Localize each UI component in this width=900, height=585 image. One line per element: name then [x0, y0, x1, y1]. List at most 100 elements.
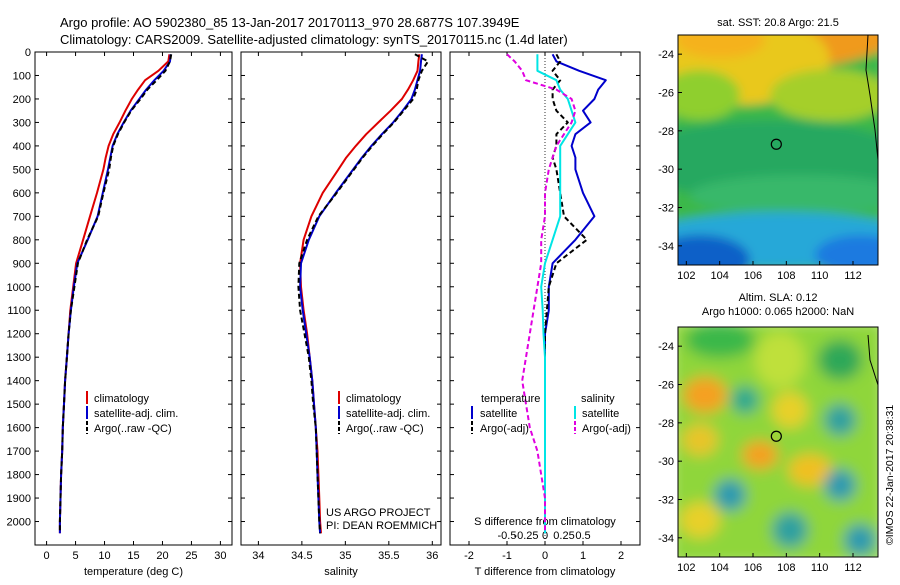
map-y-tick-label: -30: [658, 164, 674, 176]
map-y-tick-label: -34: [658, 241, 674, 253]
map-x-tick-label: 106: [744, 270, 762, 282]
series-line-argo-adj-: [544, 53, 588, 534]
y-tick-label: 1400: [7, 376, 31, 388]
x-tick-label: 25: [185, 550, 197, 562]
imos-stamp: ©IMOS 22-Jan-2017 20:38:31: [884, 405, 896, 545]
y-tick-label: 2000: [7, 517, 31, 529]
sst-map-title: sat. SST: 20.8 Argo: 21.5: [717, 17, 839, 29]
sla-map-title2: Argo h1000: 0.065 h2000: NaN: [702, 306, 854, 318]
x-tick-label: 36: [426, 550, 438, 562]
map-x-tick-label: 112: [844, 270, 862, 282]
legend-label-t-satellite: satellite: [480, 408, 517, 420]
y-tick-label: 0: [25, 47, 31, 59]
y-tick-label: 600: [13, 188, 31, 200]
y-tick-label: 1700: [7, 446, 31, 458]
top-tick-label: -0.5: [498, 530, 517, 542]
salinity-panel: 34 34.5 35 35.5 36 salinity: [240, 51, 442, 578]
top-tick-label: -0.25: [513, 530, 538, 542]
x-tick-label: 15: [127, 550, 139, 562]
map-x-tick-label: 106: [744, 562, 762, 574]
map-y-tick-label: -24: [658, 49, 674, 61]
x-tick-label: 10: [98, 550, 110, 562]
map-x-tick-label: 108: [777, 270, 795, 282]
y-tick-label: 1800: [7, 470, 31, 482]
temperature-panel: 0100200300400500600700800900100011001200…: [7, 47, 233, 578]
x-tick-label: 30: [214, 550, 226, 562]
x-tick-label: 20: [156, 550, 168, 562]
sla-map: [678, 327, 878, 557]
y-tick-label: 1900: [7, 493, 31, 505]
map-y-tick-label: -26: [658, 88, 674, 100]
map-x-tick-label: 104: [710, 562, 728, 574]
map-x-tick-label: 102: [677, 562, 695, 574]
y-tick-label: 1200: [7, 329, 31, 341]
plot-frame: [34, 51, 233, 546]
y-tick-label: 1600: [7, 423, 31, 435]
y-tick-label: 1000: [7, 282, 31, 294]
x-axis-label: T difference from climatology: [475, 566, 616, 578]
y-tick-label: 200: [13, 94, 31, 106]
y-tick-label: 100: [13, 70, 31, 82]
x-tick-label: 34: [252, 550, 264, 562]
legend-label-s-satellite: satellite: [582, 408, 619, 420]
y-tick-label: 800: [13, 235, 31, 247]
sla-map-axes: 102 104 106 108 110 112 -24 -26 -28 -30 -32 -34: [658, 341, 862, 574]
y-tick-label: 500: [13, 164, 31, 176]
y-tick-label: 400: [13, 141, 31, 153]
y-tick-label: 1300: [7, 352, 31, 364]
legend-label-climatology: climatology: [94, 393, 150, 405]
legend-label-satellite: satellite-adj. clim.: [94, 408, 178, 420]
series-line-argo-raw-qc-: [297, 53, 429, 534]
credit-project: US ARGO PROJECT: [326, 507, 431, 519]
argo-position-marker: [770, 430, 782, 442]
plot-frame: [240, 51, 442, 546]
legend-label-s-argo: Argo(-adj): [582, 423, 631, 435]
map-y-tick-label: -26: [658, 380, 674, 392]
map-x-tick-label: 112: [844, 562, 862, 574]
map-x-tick-label: 110: [811, 270, 829, 282]
x-tick-label: 35.5: [378, 550, 399, 562]
x-tick-label: 0: [542, 550, 548, 562]
top-tick-label: 0.25: [553, 530, 574, 542]
x-tick-label: 5: [72, 550, 78, 562]
top-tick-label: 0.5: [575, 530, 590, 542]
top-tick-label: 0: [542, 530, 548, 542]
y-tick-label: 300: [13, 117, 31, 129]
map-x-tick-label: 104: [710, 270, 728, 282]
difference-legend: temperature salinity satellite Argo(-adj…: [471, 393, 631, 435]
map-y-tick-label: -32: [658, 495, 674, 507]
map-y-tick-label: -34: [658, 533, 674, 545]
legend-label-satellite: satellite-adj. clim.: [346, 408, 430, 420]
figure-title-line2: Climatology: CARS2009. Satellite-adjuste…: [60, 32, 568, 47]
series-line-argo-raw-qc-: [58, 54, 173, 534]
y-tick-label: 1100: [7, 305, 31, 317]
map-y-tick-label: -30: [658, 456, 674, 468]
x-tick-label: -2: [464, 550, 474, 562]
map-y-tick-label: -32: [658, 203, 674, 215]
x-tick-label: 34.5: [291, 550, 312, 562]
x-axis-label: temperature (deg C): [84, 566, 183, 578]
map-y-tick-label: -24: [658, 341, 674, 353]
x-tick-label: 35: [339, 550, 351, 562]
map-y-tick-label: -28: [658, 418, 674, 430]
x-tick-label: 2: [618, 550, 624, 562]
legend-label-t-argo: Argo(-adj): [480, 423, 529, 435]
x-tick-label: 1: [580, 550, 586, 562]
x-axis-label: salinity: [324, 566, 358, 578]
series-line-argo-adj-: [506, 53, 577, 534]
salinity-legend: climatology satellite-adj. clim. Argo(..…: [326, 391, 437, 532]
y-tick-label: 900: [13, 258, 31, 270]
sst-map: [678, 35, 878, 265]
legend-heading-temperature: temperature: [481, 393, 540, 405]
map-x-tick-label: 108: [777, 562, 795, 574]
figure-title-line1: Argo profile: AO 5902380_85 13-Jan-2017 …: [60, 15, 520, 30]
map-y-tick-label: -28: [658, 126, 674, 138]
map-x-tick-label: 102: [677, 270, 695, 282]
x-tick-label: 0: [44, 550, 50, 562]
legend-label-climatology: climatology: [346, 393, 402, 405]
legend-label-argo: Argo(..raw -QC): [94, 423, 172, 435]
y-tick-label: 1500: [7, 399, 31, 411]
credit-pi: PI: DEAN ROEMMICH: [326, 520, 437, 532]
